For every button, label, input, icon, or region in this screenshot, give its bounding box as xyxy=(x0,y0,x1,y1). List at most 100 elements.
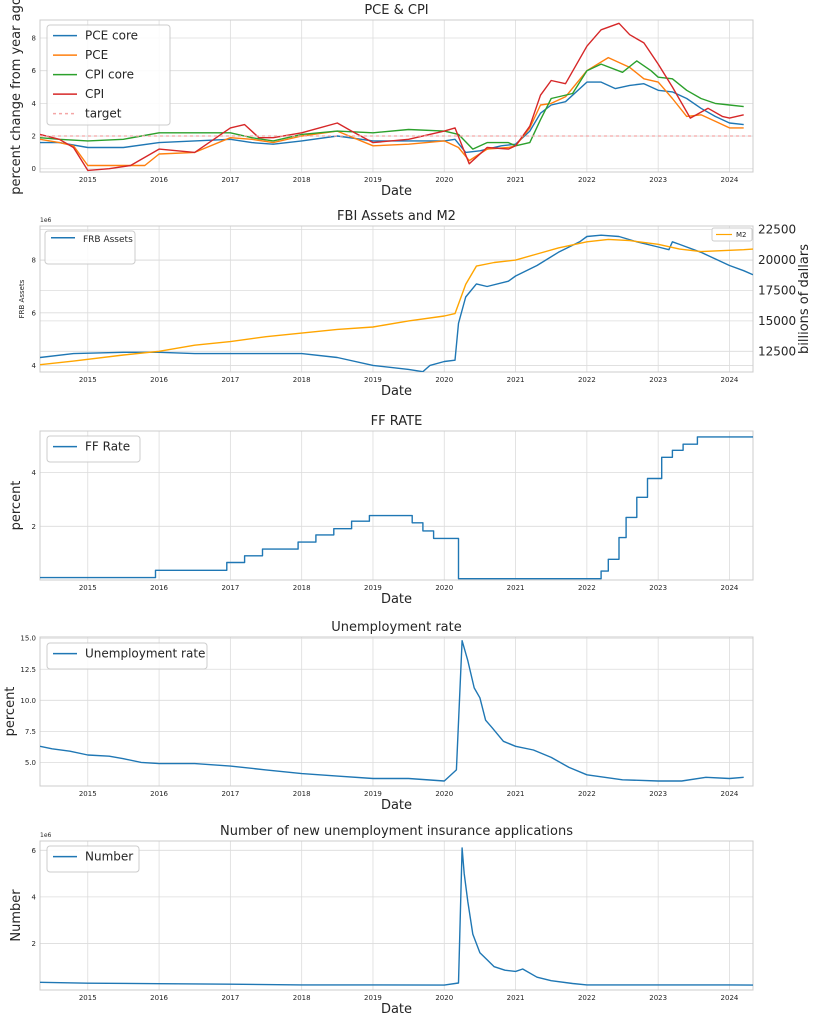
x-tick-label: 2019 xyxy=(364,176,382,184)
y2-axis-label: billions of dallars xyxy=(797,244,812,354)
series-line-frb-assets xyxy=(40,234,753,372)
plot-frame xyxy=(39,840,754,991)
x-tick-label: 2017 xyxy=(221,584,239,592)
y-axis-label: FRB Assets xyxy=(18,279,26,318)
x-tick-label: 2015 xyxy=(79,176,97,184)
x-tick-label: 2023 xyxy=(649,376,667,384)
y-tick-label: 15.0 xyxy=(20,635,36,643)
x-tick-label: 2018 xyxy=(293,376,311,384)
y-offset-label: 1e6 xyxy=(40,217,52,224)
x-tick-label: 2022 xyxy=(578,584,596,592)
x-tick-label: 2019 xyxy=(364,994,382,1002)
x-tick-label: 2021 xyxy=(507,376,525,384)
x-tick-label: 2021 xyxy=(507,790,525,798)
chart-panel-1: 2015 2016 2017 2018 2019 2020 2021 2022 2023 2024… xyxy=(9,0,754,199)
y-offset-label: 1e6 xyxy=(40,832,52,839)
x-tick-label: 2019 xyxy=(364,376,382,384)
x-tick-label: 2015 xyxy=(79,376,97,384)
y-tick-label: 6 xyxy=(32,847,37,855)
y-tick-label: 10.0 xyxy=(20,697,36,705)
y-axis-label: Number xyxy=(9,889,24,942)
x-tick-label: 2022 xyxy=(578,176,596,184)
chart-title: FF RATE xyxy=(371,414,423,429)
series-line-cpi-core xyxy=(40,60,744,150)
x-axis-label: Date xyxy=(381,384,412,399)
x-tick-label: 2020 xyxy=(435,376,453,384)
x-tick-label: 2016 xyxy=(150,584,168,592)
x-tick-label: 2016 xyxy=(150,176,168,184)
y-tick-label: 0 xyxy=(32,165,36,173)
legend-label: CPI xyxy=(85,87,104,101)
x-tick-label: 2023 xyxy=(649,584,667,592)
x-tick-label: 2018 xyxy=(293,584,311,592)
x-tick-label: 2021 xyxy=(507,176,525,184)
chart-title: Number of new unemployment insurance app… xyxy=(220,824,573,839)
y-tick-label: 2 xyxy=(32,523,36,531)
x-tick-label: 2017 xyxy=(221,994,239,1002)
x-tick-label: 2024 xyxy=(721,584,739,592)
y-axis-label: percent change from year ago xyxy=(9,0,24,195)
x-axis-label: Date xyxy=(381,1002,412,1017)
x-tick-label: 2021 xyxy=(507,994,525,1002)
x-tick-label: 2020 xyxy=(435,790,453,798)
y-tick-label: 6 xyxy=(32,309,37,317)
plot-frame xyxy=(39,19,754,173)
y-tick-label: 6 xyxy=(32,67,37,75)
chart-panel-2: 2015 2016 2017 2018 2019 2020 2021 2022 2023 2024… xyxy=(18,209,812,399)
y-tick-label: 2 xyxy=(32,133,36,141)
y-tick-label: 8 xyxy=(32,257,36,265)
x-axis-label: Date xyxy=(381,592,412,607)
x-tick-label: 2022 xyxy=(578,790,596,798)
legend-label: M2 xyxy=(736,231,747,239)
x-tick-label: 2016 xyxy=(150,790,168,798)
legend-label: Unemployment rate xyxy=(85,647,205,661)
legend-label: CPI core xyxy=(85,68,134,82)
legend-label: Number xyxy=(85,850,133,864)
plot-frame xyxy=(39,636,754,787)
legend-label: FRB Assets xyxy=(83,235,133,245)
x-tick-label: 2019 xyxy=(364,584,382,592)
y-tick-label: 7.5 xyxy=(25,728,36,736)
x-tick-label: 2017 xyxy=(221,790,239,798)
y-tick-label: 4 xyxy=(32,893,37,901)
x-tick-label: 2016 xyxy=(150,994,168,1002)
series-line-pce-core xyxy=(40,81,744,154)
y2-tick-label: 17500 xyxy=(758,283,796,297)
chart-panel-5: 2015 2016 2017 2018 2019 2020 2021 2022 2023 2024… xyxy=(9,824,754,1017)
x-tick-label: 2024 xyxy=(721,376,739,384)
x-axis-label: Date xyxy=(381,184,412,199)
x-tick-label: 2023 xyxy=(649,994,667,1002)
plot-frame xyxy=(39,430,754,581)
plot-frame xyxy=(39,225,754,373)
x-axis-label: Date xyxy=(381,798,412,813)
legend-label: FF Rate xyxy=(85,440,130,454)
y2-tick-label: 22500 xyxy=(758,223,796,237)
y-tick-label: 8 xyxy=(32,34,36,42)
x-tick-label: 2020 xyxy=(435,176,453,184)
series-line-unemployment-rate xyxy=(40,640,744,782)
x-tick-label: 2024 xyxy=(721,790,739,798)
series-line-m2 xyxy=(40,238,753,366)
y-axis-label: percent xyxy=(9,481,24,531)
x-tick-label: 2021 xyxy=(507,584,525,592)
legend-box xyxy=(46,642,208,670)
legend-label: target xyxy=(85,107,122,121)
y2-tick-label: 20000 xyxy=(758,253,796,267)
y-tick-label: 4 xyxy=(32,469,37,477)
x-tick-label: 2018 xyxy=(293,994,311,1002)
x-tick-label: 2022 xyxy=(578,994,596,1002)
chart-title: FBI Assets and M2 xyxy=(337,209,456,224)
x-tick-label: 2022 xyxy=(578,376,596,384)
series-line-pce xyxy=(40,56,744,167)
legend-box xyxy=(46,845,140,873)
y-tick-label: 2 xyxy=(32,940,36,948)
legend-box xyxy=(46,24,171,126)
legend-label: PCE core xyxy=(85,29,138,43)
x-tick-label: 2019 xyxy=(364,790,382,798)
x-tick-label: 2015 xyxy=(79,790,97,798)
x-tick-label: 2017 xyxy=(221,376,239,384)
legend-box xyxy=(44,230,136,265)
x-tick-label: 2024 xyxy=(721,994,739,1002)
y-tick-label: 5.0 xyxy=(25,759,36,767)
